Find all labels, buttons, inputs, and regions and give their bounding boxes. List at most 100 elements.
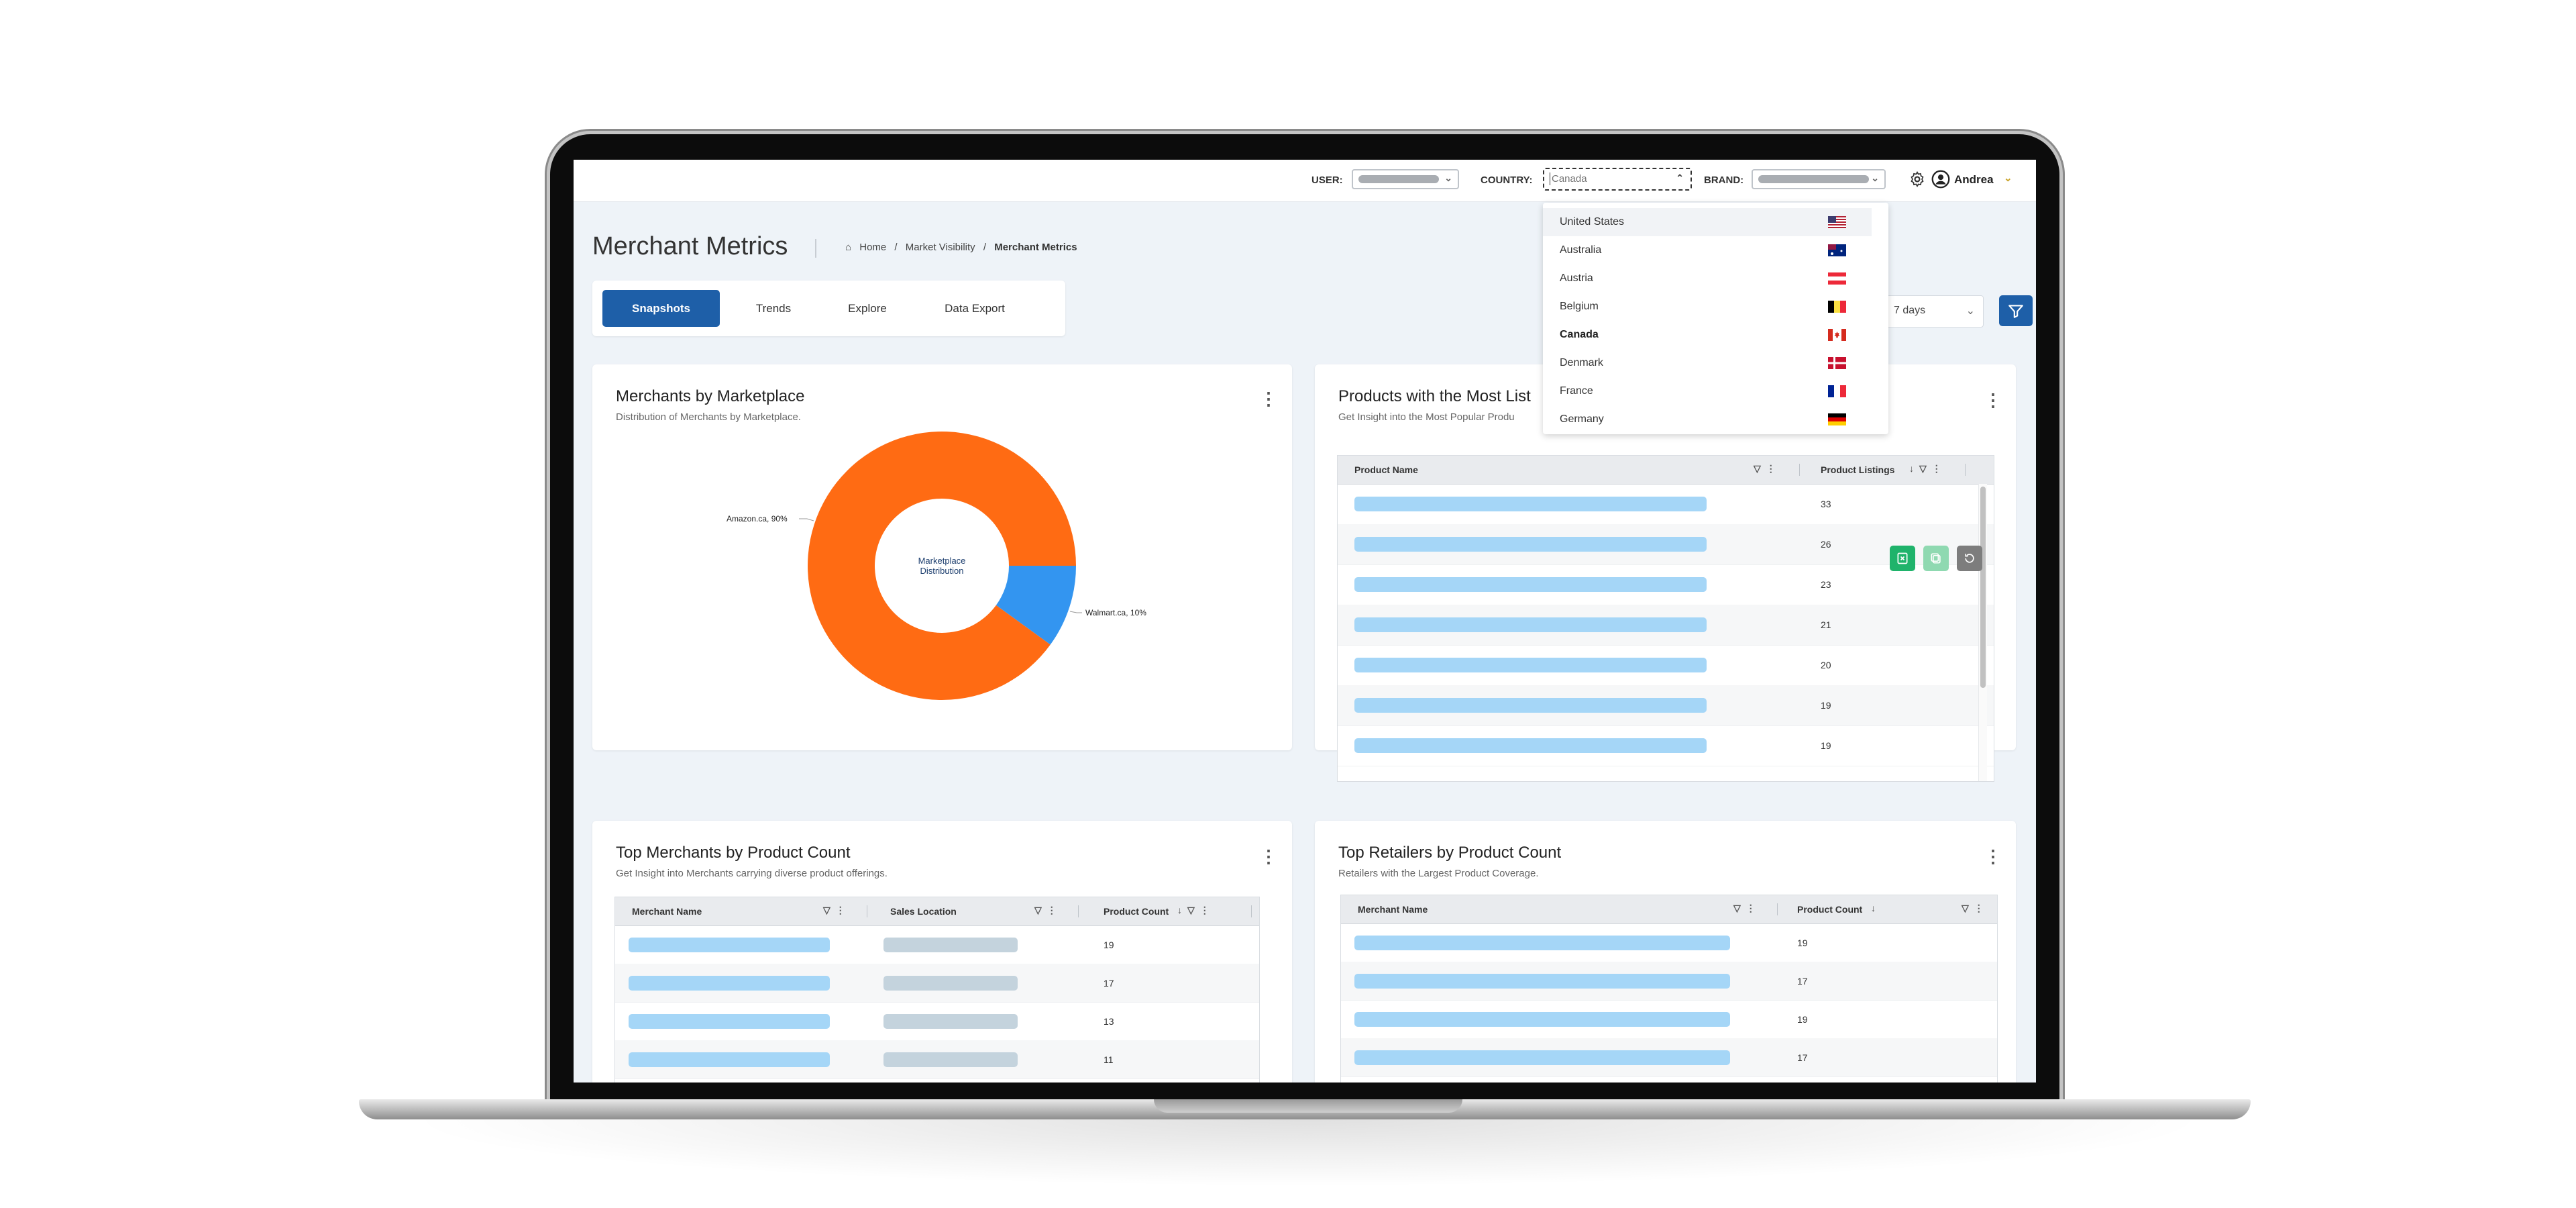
more-options-icon[interactable]: ⋮: [1984, 846, 2002, 866]
grid-header: Merchant Name ▽⋮ Sales Location ▽⋮ Produ…: [615, 897, 1259, 926]
tab-trends[interactable]: Trends: [755, 302, 792, 315]
table-row[interactable]: 17: [1341, 962, 1997, 1001]
column-header-merchant-name[interactable]: Merchant Name: [1358, 904, 1428, 915]
column-header-sales-location[interactable]: Sales Location: [890, 906, 957, 917]
chevron-down-icon: ⌄: [1966, 305, 1975, 317]
country-option[interactable]: Austria: [1543, 264, 1872, 293]
period-value: 7 days: [1894, 305, 1926, 316]
username[interactable]: Andrea: [1954, 173, 1994, 186]
marketplace-card: Merchants by Marketplace Distribution of…: [592, 364, 1292, 750]
grid-header: Merchant Name ▽⋮ Product Count ↓ ▽⋮: [1341, 895, 1997, 924]
count-cell: 19: [1797, 1013, 1808, 1025]
redacted-merchant-name: [629, 975, 830, 991]
table-row[interactable]: 19: [1338, 725, 1994, 766]
dk-flag-icon: [1828, 357, 1846, 369]
walmart-ca-slice[interactable]: [996, 566, 1076, 645]
user-avatar-icon[interactable]: [1931, 170, 1950, 189]
table-row[interactable]: 19: [615, 925, 1259, 964]
column-header-product-count[interactable]: Product Count: [1797, 904, 1863, 915]
count-cell: 33: [1821, 499, 1831, 509]
gear-icon[interactable]: [1909, 170, 1926, 188]
sort-menu-icons[interactable]: ↓: [1871, 903, 1881, 913]
sort-filter-menu-icons[interactable]: ↓▽⋮: [1909, 463, 1947, 474]
filter-menu-icons[interactable]: ▽⋮: [1034, 905, 1062, 915]
country-search-input[interactable]: [1550, 172, 1667, 185]
redacted-merchant-name: [629, 1052, 830, 1067]
reset-button[interactable]: [1957, 546, 1982, 571]
donut-chart: Amazon.ca, 90% Walmart.ca, 10% Marketpla…: [727, 431, 1146, 700]
count-cell: 19: [1821, 700, 1831, 711]
breadcrumb-separator: /: [983, 242, 987, 253]
country-option[interactable]: France: [1543, 377, 1872, 405]
filter-button[interactable]: [1999, 295, 2033, 326]
card-title: Top Retailers by Product Count: [1338, 844, 1562, 862]
breadcrumb-market-visibility[interactable]: Market Visibility: [905, 242, 975, 253]
scrollbar[interactable]: [1978, 484, 1987, 781]
country-option[interactable]: Canada: [1543, 321, 1872, 349]
country-label: COUNTRY:: [1481, 174, 1533, 186]
table-row[interactable]: 11: [615, 1040, 1259, 1079]
table-row[interactable]: 33: [1338, 484, 1994, 525]
more-options-icon[interactable]: ⋮: [1260, 389, 1277, 409]
redacted-merchant-name: [629, 937, 830, 952]
breadcrumb-home[interactable]: Home: [859, 242, 887, 253]
export-copy-button[interactable]: [1923, 546, 1949, 571]
table-row[interactable]: 19: [1341, 923, 1997, 962]
redacted-product-name: [1354, 658, 1707, 672]
table-row[interactable]: 19: [1338, 685, 1994, 726]
filter-menu-icons[interactable]: ▽⋮: [823, 905, 851, 915]
tab-data-export[interactable]: Data Export: [945, 302, 1005, 315]
country-option[interactable]: United States: [1543, 208, 1872, 236]
column-header-product-count[interactable]: Product Count: [1104, 906, 1169, 917]
column-header-product-name[interactable]: Product Name: [1354, 464, 1418, 475]
chevron-down-icon: ⌄: [1871, 172, 1879, 183]
redacted-brand-value: [1758, 175, 1869, 183]
user-select[interactable]: ⌄: [1352, 169, 1459, 189]
country-option[interactable]: Belgium: [1543, 293, 1872, 321]
country-option[interactable]: Australia: [1543, 236, 1872, 264]
country-option[interactable]: Denmark: [1543, 349, 1872, 377]
table-row[interactable]: 17: [615, 964, 1259, 1003]
breadcrumb-separator: /: [894, 242, 898, 253]
sort-filter-menu-icons[interactable]: ↓▽⋮: [1177, 905, 1215, 915]
filter-menu-icons[interactable]: ▽⋮: [1733, 903, 1761, 913]
redacted-product-name: [1354, 617, 1707, 632]
country-option-label: Belgium: [1560, 301, 1599, 312]
chevron-down-icon[interactable]: ⌄: [2004, 172, 2012, 184]
de-flag-icon: [1828, 413, 1846, 425]
filter-menu-icons[interactable]: ▽⋮: [1962, 903, 1989, 913]
more-options-icon[interactable]: ⋮: [1984, 390, 2002, 410]
table-row[interactable]: 26: [1338, 524, 1994, 565]
country-option-label: France: [1560, 385, 1593, 397]
dropdown-scrollbar[interactable]: [1876, 203, 1886, 434]
user-label: USER:: [1311, 174, 1343, 186]
country-select[interactable]: ⌃: [1543, 168, 1692, 191]
filter-menu-icons[interactable]: ▽⋮: [1754, 463, 1781, 474]
brand-select[interactable]: ⌄: [1752, 169, 1886, 189]
export-excel-button[interactable]: [1890, 546, 1915, 571]
redacted-sales-location: [883, 975, 1018, 991]
redacted-user-value: [1358, 175, 1439, 183]
count-cell: 19: [1821, 740, 1831, 751]
scrollbar-thumb[interactable]: [1980, 487, 1986, 688]
tab-explore[interactable]: Explore: [848, 302, 887, 315]
tab-snapshots[interactable]: Snapshots: [602, 290, 720, 327]
amazon-ca-slice[interactable]: [808, 431, 1076, 700]
table-row[interactable]: 19: [1341, 1000, 1997, 1039]
home-icon[interactable]: ⌂: [845, 242, 852, 253]
table-row[interactable]: 20: [1338, 645, 1994, 686]
column-header-merchant-name[interactable]: Merchant Name: [632, 906, 702, 917]
more-options-icon[interactable]: ⋮: [1260, 846, 1277, 866]
count-cell: 20: [1821, 660, 1831, 670]
period-select[interactable]: 7 days ⌄: [1885, 295, 1984, 328]
table-row[interactable]: 21: [1338, 605, 1994, 646]
country-option[interactable]: Germany: [1543, 405, 1872, 434]
donut-center-label: Distribution: [920, 566, 963, 576]
country-option-label: Germany: [1560, 413, 1604, 425]
at-flag-icon: [1828, 272, 1846, 285]
table-row[interactable]: 17: [1341, 1038, 1997, 1077]
walmart-slice-label: Walmart.ca, 10%: [1085, 608, 1146, 617]
redacted-product-name: [1354, 537, 1707, 552]
column-header-product-listings[interactable]: Product Listings: [1821, 464, 1895, 475]
table-row[interactable]: 13: [615, 1002, 1259, 1041]
